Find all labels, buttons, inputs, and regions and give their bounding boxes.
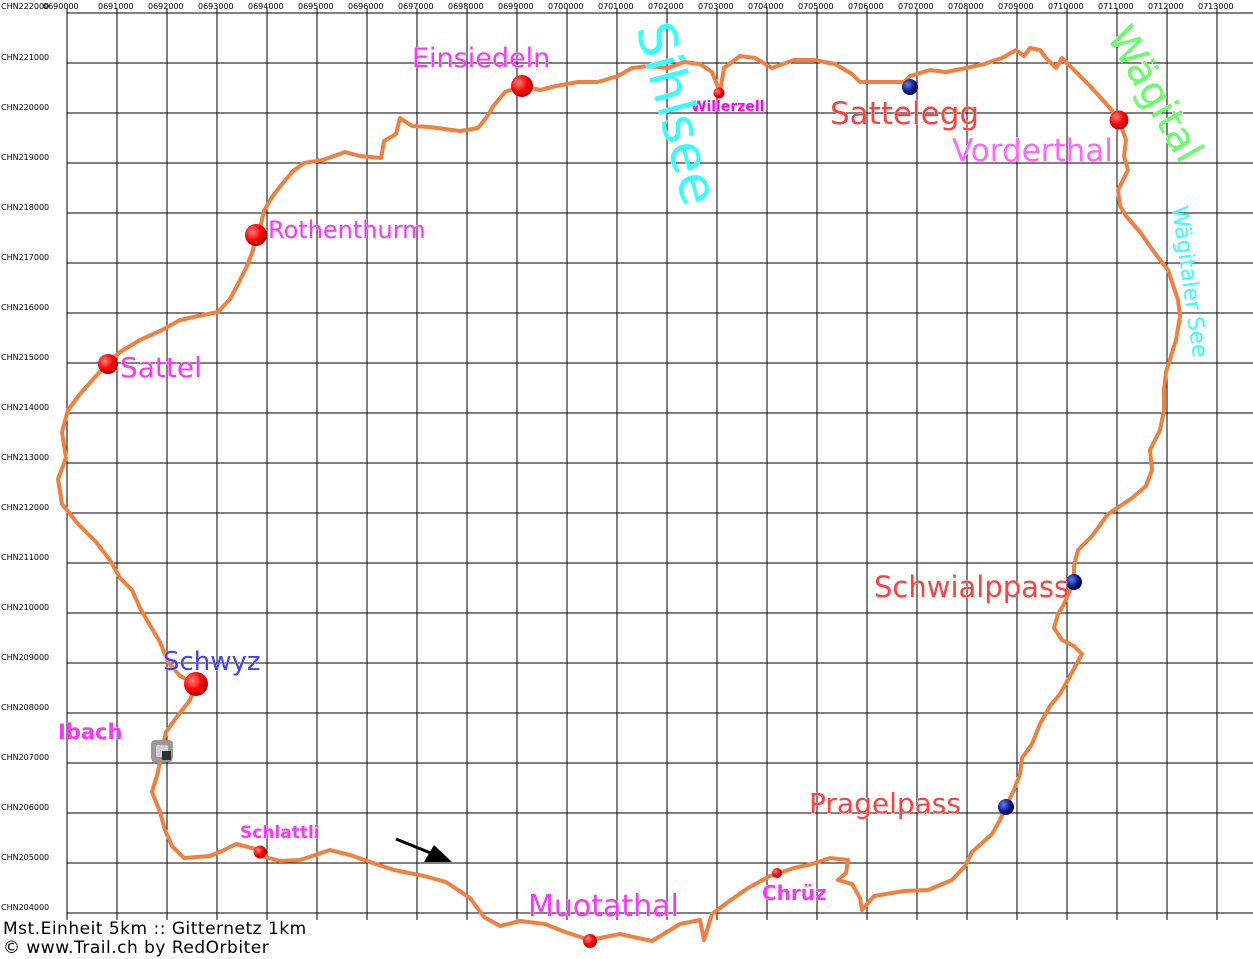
y-tick-label: CHN210000 bbox=[1, 603, 49, 612]
x-tick-label: 0700000 bbox=[548, 2, 584, 11]
y-tick-label: CHN216000 bbox=[1, 303, 49, 312]
y-tick-label: CHN207000 bbox=[1, 753, 49, 762]
y-tick-label: CHN208000 bbox=[1, 703, 49, 712]
marker-einsiedeln[interactable] bbox=[511, 75, 533, 97]
marker-sattel[interactable] bbox=[98, 354, 118, 374]
x-tick-label: 0691000 bbox=[98, 2, 134, 11]
marker-vorderthal[interactable] bbox=[1109, 110, 1129, 130]
x-tick-label: 0708000 bbox=[948, 2, 984, 11]
place-label: Einsiedeln bbox=[412, 43, 550, 74]
place-label: Rothenthurm bbox=[268, 216, 426, 244]
marker-schwyz[interactable] bbox=[184, 672, 208, 696]
marker-pragelpass[interactable] bbox=[998, 799, 1014, 815]
x-tick-label: 0698000 bbox=[448, 2, 484, 11]
credit-note: © www.Trail.ch by RedOrbiter bbox=[3, 938, 270, 958]
place-label: Sattelegg bbox=[830, 96, 979, 132]
y-tick-label: CHN219000 bbox=[1, 153, 49, 162]
marker-schlattli[interactable] bbox=[253, 845, 267, 859]
x-tick-label: 0690000 bbox=[43, 2, 79, 11]
x-tick-label: 0695000 bbox=[298, 2, 334, 11]
direction-arrow-icon bbox=[395, 837, 452, 862]
place-label: Schwialppass bbox=[874, 570, 1069, 604]
x-tick-label: 0710000 bbox=[1048, 2, 1084, 11]
place-label: Willerzell bbox=[691, 99, 764, 115]
y-tick-labels: CHN222000 CHN221000 CHN220000 CHN219000 … bbox=[1, 2, 49, 912]
y-tick-label: CHN217000 bbox=[1, 253, 49, 262]
place-label: Chrüz bbox=[762, 881, 827, 905]
marker-ibach[interactable] bbox=[151, 740, 173, 762]
x-tick-label: 0697000 bbox=[398, 2, 434, 11]
x-tick-label: 0693000 bbox=[198, 2, 234, 11]
x-tick-label: 0705000 bbox=[798, 2, 834, 11]
y-tick-label: CHN221000 bbox=[1, 53, 49, 62]
marker-willerzell[interactable] bbox=[713, 87, 725, 99]
place-label: Pragelpass bbox=[809, 787, 961, 820]
water-labels: Sihlsee Wägitaler See Wägital bbox=[623, 16, 1212, 360]
x-tick-label: 0692000 bbox=[148, 2, 184, 11]
place-label: Ibach bbox=[58, 720, 122, 744]
y-tick-label: CHN204000 bbox=[1, 903, 49, 912]
x-tick-label: 0703000 bbox=[698, 2, 734, 11]
y-tick-label: CHN218000 bbox=[1, 203, 49, 212]
y-tick-label: CHN212000 bbox=[1, 503, 49, 512]
x-tick-label: 0706000 bbox=[848, 2, 884, 11]
x-tick-label: 0702000 bbox=[648, 2, 684, 11]
marker-schwialppass[interactable] bbox=[1066, 574, 1082, 590]
marker-sattelegg[interactable] bbox=[902, 79, 918, 95]
scale-note: Mst.Einheit 5km :: Gitternetz 1km bbox=[3, 919, 307, 939]
x-tick-label: 0694000 bbox=[248, 2, 284, 11]
place-labels: Einsiedeln Willerzell Sattelegg Vorderth… bbox=[58, 43, 1113, 925]
x-tick-label: 0696000 bbox=[348, 2, 384, 11]
place-label: Vorderthal bbox=[952, 133, 1113, 169]
marker-muotathal[interactable] bbox=[583, 934, 597, 948]
valley-label-waegital: Wägital bbox=[1097, 18, 1212, 170]
x-tick-labels: 0690000 0691000 0692000 0693000 0694000 … bbox=[43, 2, 1234, 11]
y-tick-label: CHN215000 bbox=[1, 353, 49, 362]
x-tick-label: 0699000 bbox=[498, 2, 534, 11]
x-tick-label: 0701000 bbox=[598, 2, 634, 11]
y-tick-label: CHN214000 bbox=[1, 403, 49, 412]
x-tick-label: 0709000 bbox=[998, 2, 1034, 11]
x-tick-label: 0713000 bbox=[1198, 2, 1234, 11]
y-tick-label: CHN222000 bbox=[1, 2, 49, 11]
y-tick-label: CHN205000 bbox=[1, 853, 49, 862]
x-tick-label: 0711000 bbox=[1098, 2, 1134, 11]
y-tick-label: CHN206000 bbox=[1, 803, 49, 812]
markers bbox=[98, 75, 1129, 948]
y-tick-label: CHN213000 bbox=[1, 453, 49, 462]
y-tick-label: CHN211000 bbox=[1, 553, 49, 562]
x-tick-label: 0704000 bbox=[748, 2, 784, 11]
place-label: Schwyz bbox=[163, 647, 261, 677]
x-tick-label: 0707000 bbox=[898, 2, 934, 11]
marker-rothenthurm[interactable] bbox=[245, 224, 267, 246]
x-tick-label: 0712000 bbox=[1148, 2, 1184, 11]
place-label: Sattel bbox=[120, 351, 202, 384]
y-tick-label: CHN220000 bbox=[1, 103, 49, 112]
place-label: Muotathal bbox=[528, 889, 679, 924]
y-tick-label: CHN209000 bbox=[1, 653, 49, 662]
place-label: Schlattli bbox=[240, 823, 320, 843]
marker-chruz[interactable] bbox=[772, 868, 782, 878]
